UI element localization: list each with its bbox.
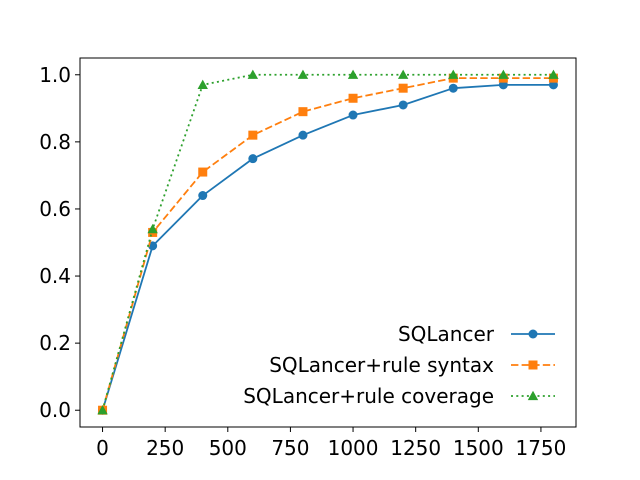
x-tick-label: 1750	[515, 436, 566, 460]
data-point	[398, 83, 408, 93]
data-point	[147, 223, 158, 234]
x-tick-label: 250	[146, 436, 184, 460]
data-point	[97, 405, 108, 415]
series-line	[101, 77, 554, 411]
data-point	[248, 130, 258, 140]
y-tick-label: 0.8	[39, 130, 71, 154]
x-tick-label: 500	[209, 436, 247, 460]
data-point	[448, 83, 458, 93]
data-point	[248, 154, 258, 164]
series-line	[101, 83, 554, 411]
x-tick-label: 1250	[390, 436, 441, 460]
data-point	[247, 69, 259, 79]
data-point	[548, 69, 559, 79]
data-point	[398, 100, 408, 110]
y-tick-label: 0.2	[39, 331, 71, 355]
series-line	[101, 73, 554, 411]
x-tick-label: 1500	[453, 436, 504, 460]
y-tick-label: 0.6	[39, 197, 71, 221]
legend: SQLancer SQLancer+rule syntax SQLancer+rul…	[243, 322, 555, 408]
data-point	[347, 69, 359, 79]
y-axis: 0.0 0.2 0.4 0.6 0.8 1.0	[39, 63, 80, 422]
legend-label: SQLancer+rule coverage	[243, 384, 494, 408]
legend-label: SQLancer+rule syntax	[269, 353, 494, 377]
data-point	[397, 69, 409, 79]
data-point	[198, 167, 208, 177]
data-point	[348, 110, 358, 120]
data-point	[297, 69, 309, 79]
data-point	[197, 79, 208, 89]
y-tick-label: 0.0	[39, 398, 71, 422]
legend-marker	[527, 390, 539, 401]
data-point	[198, 191, 208, 201]
series-layer	[97, 69, 559, 415]
series-1	[98, 80, 558, 415]
legend-marker	[528, 360, 538, 370]
series-3	[97, 69, 559, 415]
legend-label: SQLancer	[398, 322, 495, 346]
legend-entry: SQLancer+rule syntax	[269, 353, 555, 377]
data-point	[298, 107, 308, 117]
x-axis: 0 250 500 750 1000 1250 1500 1750	[96, 427, 566, 460]
data-point	[498, 69, 509, 79]
data-point	[298, 130, 308, 140]
x-tick-label: 1000	[328, 436, 379, 460]
y-tick-label: 0.4	[39, 264, 71, 288]
x-tick-label: 0	[96, 436, 109, 460]
x-tick-label: 750	[271, 436, 309, 460]
data-point	[448, 69, 459, 79]
legend-entry: SQLancer	[398, 322, 555, 346]
legend-entry: SQLancer+rule coverage	[243, 384, 555, 408]
plot-frame	[79, 57, 577, 428]
legend-marker	[528, 329, 538, 339]
y-tick-label: 1.0	[39, 63, 71, 87]
data-point	[348, 93, 358, 103]
